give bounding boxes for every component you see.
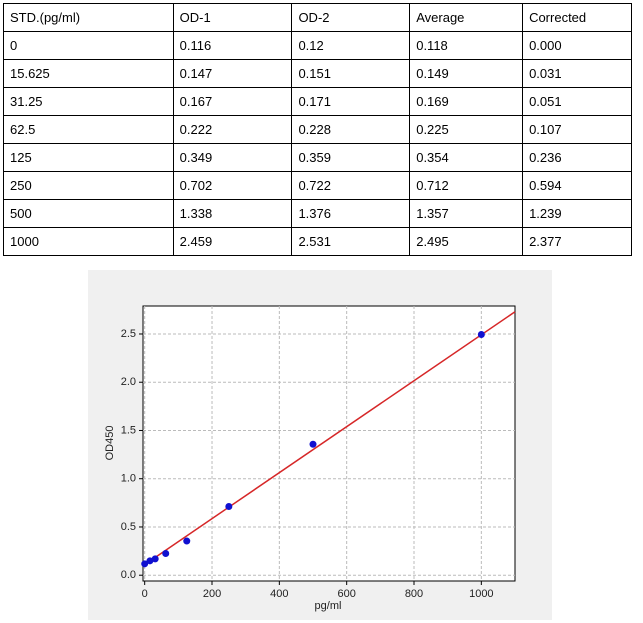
table-cell: 0.051 (522, 87, 632, 116)
y-axis-label: OD450 (104, 426, 116, 461)
table-cell: 0.118 (409, 31, 524, 60)
table-cell: 1.239 (522, 199, 632, 228)
table-cell: 0.722 (291, 171, 411, 200)
data-point (162, 550, 170, 557)
table-cell: 0 (3, 31, 174, 60)
table-row: 15.625 0.147 0.151 0.149 0.031 (3, 59, 632, 88)
table-cell: 500 (3, 199, 174, 228)
table-cell: 0.116 (172, 31, 293, 60)
table-cell: 1.376 (291, 199, 411, 228)
table-cell: 0.107 (522, 115, 632, 144)
table-cell: 0.225 (409, 115, 524, 144)
y-tick-label: 2.5 (121, 328, 136, 340)
table-row: 250 0.702 0.722 0.712 0.594 (3, 171, 632, 200)
fit-line (144, 311, 516, 566)
chart: pg/ml OD450 0 200 400 600 800 1000 0.0 0.5 1.0 1.… (88, 270, 552, 620)
table-cell: 2.531 (291, 227, 411, 256)
table-cell: 250 (3, 171, 174, 200)
table-cell: 0.147 (172, 59, 293, 88)
table-cell: 125 (3, 143, 174, 172)
table-row: 125 0.349 0.359 0.354 0.236 (3, 143, 632, 172)
y-tick-label: 0.5 (121, 521, 136, 533)
table-cell: 2.459 (172, 227, 293, 256)
x-tick-label: 600 (337, 588, 355, 600)
x-axis-label: pg/ml (315, 600, 342, 612)
table-row: 1000 2.459 2.531 2.495 2.377 (3, 227, 632, 256)
data-point (477, 330, 485, 338)
table-cell: 62.5 (3, 115, 174, 144)
table-cell: 0.359 (291, 143, 411, 172)
data-point (146, 557, 154, 565)
x-tick-label: 1000 (469, 588, 493, 600)
table-cell: 0.167 (172, 87, 293, 116)
table-cell: 0.594 (522, 171, 632, 200)
table-cell: Corrected (522, 3, 632, 32)
table-cell: 1.357 (409, 199, 524, 228)
table-row: 62.5 0.222 0.228 0.225 0.107 (3, 115, 632, 144)
table-cell: STD.(pg/ml) (3, 3, 174, 32)
data-point (309, 440, 317, 448)
data-table: STD.(pg/ml) OD-1 OD-2 Average Corrected 0 0.11… (3, 3, 632, 256)
x-tick-label: 200 (203, 588, 221, 600)
table-cell: 0.702 (172, 171, 293, 200)
table-cell: 0.031 (522, 59, 632, 88)
table-row: 31.25 0.167 0.171 0.169 0.051 (3, 87, 632, 116)
table-cell: 0.149 (409, 59, 524, 88)
table-cell: 2.377 (522, 227, 632, 256)
table-cell: 15.625 (3, 59, 174, 88)
table-row: 0 0.116 0.12 0.118 0.000 (3, 31, 632, 60)
x-tick-label: 400 (270, 588, 288, 600)
table-cell: 1.338 (172, 199, 293, 228)
table-cell: 0.236 (522, 143, 632, 172)
x-tick-label: 0 (142, 588, 148, 600)
header-row: STD.(pg/ml) OD-1 OD-2 Average Corrected (3, 3, 632, 32)
table-cell: 0.222 (172, 115, 293, 144)
table-cell: 0.349 (172, 143, 293, 172)
data-point (141, 560, 149, 568)
data-point (183, 537, 191, 545)
data-point (151, 555, 159, 563)
table-cell: 31.25 (3, 87, 174, 116)
table-cell: 0.000 (522, 31, 632, 60)
table-cell: OD-2 (291, 3, 411, 32)
table-cell: 0.354 (409, 143, 524, 172)
data-point (225, 503, 233, 511)
table-cell: 0.712 (409, 171, 524, 200)
y-tick-label: 1.5 (121, 424, 136, 436)
table-cell: Average (409, 3, 524, 32)
y-tick-label: 2.0 (121, 376, 136, 388)
y-tick-label: 0.0 (121, 569, 136, 581)
y-tick-label: 1.0 (121, 473, 136, 485)
table-cell: 2.495 (409, 227, 524, 256)
table-row: 500 1.338 1.376 1.357 1.239 (3, 199, 632, 228)
table-cell: 0.169 (409, 87, 524, 116)
table-cell: 1000 (3, 227, 174, 256)
table-cell: 0.151 (291, 59, 411, 88)
table-cell: 0.12 (291, 31, 411, 60)
plot-area (142, 305, 516, 582)
table-cell: OD-1 (172, 3, 293, 32)
table-cell: 0.228 (291, 115, 411, 144)
x-tick-label: 800 (405, 588, 423, 600)
table-cell: 0.171 (291, 87, 411, 116)
